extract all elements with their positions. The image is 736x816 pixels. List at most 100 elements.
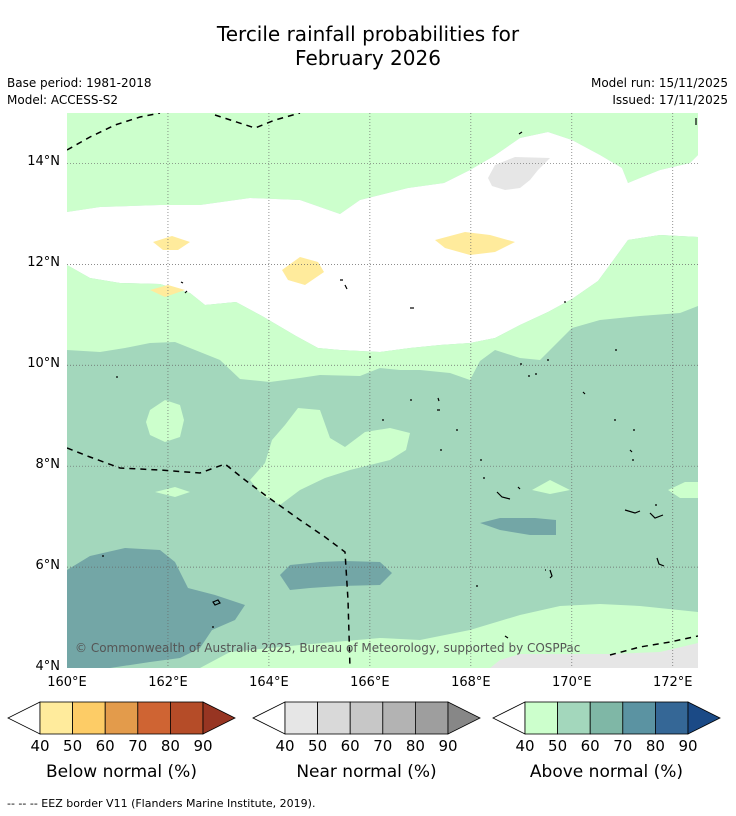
island [614,419,657,506]
above-cb-tick: 50 [548,737,568,755]
model-name: Model: ACCESS-S2 [7,93,119,107]
above-40-patch [146,400,184,442]
above-40-patch [155,487,190,497]
near-cb-tick: 50 [308,737,328,755]
near-40-north-patch [488,157,550,190]
below-cb-swatch [104,701,139,735]
below-40-patch [282,257,324,285]
near-cb-swatch [349,701,384,735]
below-cb-tick: 90 [193,737,213,755]
island [582,349,617,395]
eez-border-west [67,447,351,668]
lon-label: 160°E [47,675,87,690]
near-cb-tick: 90 [438,737,458,755]
island [476,585,509,639]
title-line-2: February 2026 [295,46,441,70]
island [518,131,523,135]
above-cb-swatch [557,701,591,735]
below-cb-min-triangle [7,701,41,735]
map-grid [67,113,698,668]
below-cb-swatch [137,701,171,735]
island [545,569,553,579]
below-cb-max-triangle [202,701,236,735]
lon-label: 172°E [652,675,693,690]
near-cb-title: Near normal (%) [296,762,437,782]
island [440,449,485,479]
map-canvas [67,113,698,668]
above-cb-swatch [622,701,656,735]
copyright-notice: © Commonwealth of Australia 2025, Bureau… [75,641,581,655]
no-signal-region [67,132,698,352]
map-layers [67,113,698,668]
lat-label: 4°N [35,659,61,674]
above-60-southwest-region [67,548,245,668]
above-40-patch [668,482,698,498]
below-cb-tick: 60 [95,737,115,755]
below-cb-swatch [169,701,204,735]
island [180,281,188,294]
lat-label: 14°N [27,154,60,170]
eez-border-southeast [609,635,698,656]
below-40-patch [153,236,190,250]
lon-label: 168°E [451,675,491,690]
legend-colorbars [7,701,721,735]
title-line-1: Tercile rainfall probabilities for [216,22,520,46]
island [212,599,221,606]
chart-title: Tercile rainfall probabilities for Febru… [0,22,736,70]
above-cb-tick: 60 [580,737,600,755]
above-cb-title: Above normal (%) [529,762,684,782]
issued-date: Issued: 17/11/2025 [612,93,728,107]
above-cb-tick: 90 [678,737,698,755]
above-cb-swatch [524,701,558,735]
near-40-south-patch [490,643,698,668]
near-cb-swatch [382,701,416,735]
island [340,279,348,290]
lon-label: 164°E [249,675,289,690]
below-cb-tick: 80 [160,737,180,755]
above-40-patch [532,480,570,494]
above-cb-tick: 70 [613,737,633,755]
lat-label: 8°N [35,457,61,473]
near-cb-swatch [317,701,351,735]
near-cb-min-triangle [252,701,286,735]
islands [102,118,697,639]
above-cb-min-triangle [492,701,526,735]
below-cb-tick: 50 [63,737,83,755]
below-cb-swatch [39,701,73,735]
island [496,486,521,500]
above-40-south-region [67,604,698,668]
near-cb-swatch [414,701,449,735]
near-cb-tick: 60 [340,737,360,755]
model-run: Model run: 15/11/2025 [590,76,728,90]
below-cb-tick: 70 [128,737,148,755]
near-cb-max-triangle [447,701,481,735]
island [102,555,214,628]
above-60-central-region [280,561,392,590]
above-40-middle-region [67,235,698,382]
below-cb-swatch [72,701,106,735]
base-period: Base period: 1981-2018 [7,76,152,90]
island [382,397,458,431]
lon-label: 170°E [552,675,592,690]
below-cb-title: Below normal (%) [46,762,197,782]
above-cb-max-triangle [687,701,721,735]
near-cb-tick: 40 [275,737,295,755]
island [656,557,665,567]
near-cb-swatch [284,701,318,735]
lat-label: 12°N [27,255,60,271]
eez-borders [67,113,698,668]
below-40-patch [150,285,185,297]
lat-label: 6°N [35,558,61,574]
above-40-patch [250,408,410,505]
island [520,359,549,377]
above-60-east-region [480,518,556,535]
above-cb-swatch [655,701,689,735]
below-cb-tick: 40 [30,737,50,755]
lat-label: 10°N [27,356,60,372]
footer-note: -- -- -- EEZ border V11 (Flanders Marine… [7,797,316,810]
meta-left: Base period: 1981-2018 Model: ACCESS-S2 [7,75,152,109]
below-40-patch [435,232,515,255]
near-cb-tick: 80 [405,737,425,755]
above-cb-swatch [589,701,624,735]
lon-label: 162°E [148,675,188,690]
